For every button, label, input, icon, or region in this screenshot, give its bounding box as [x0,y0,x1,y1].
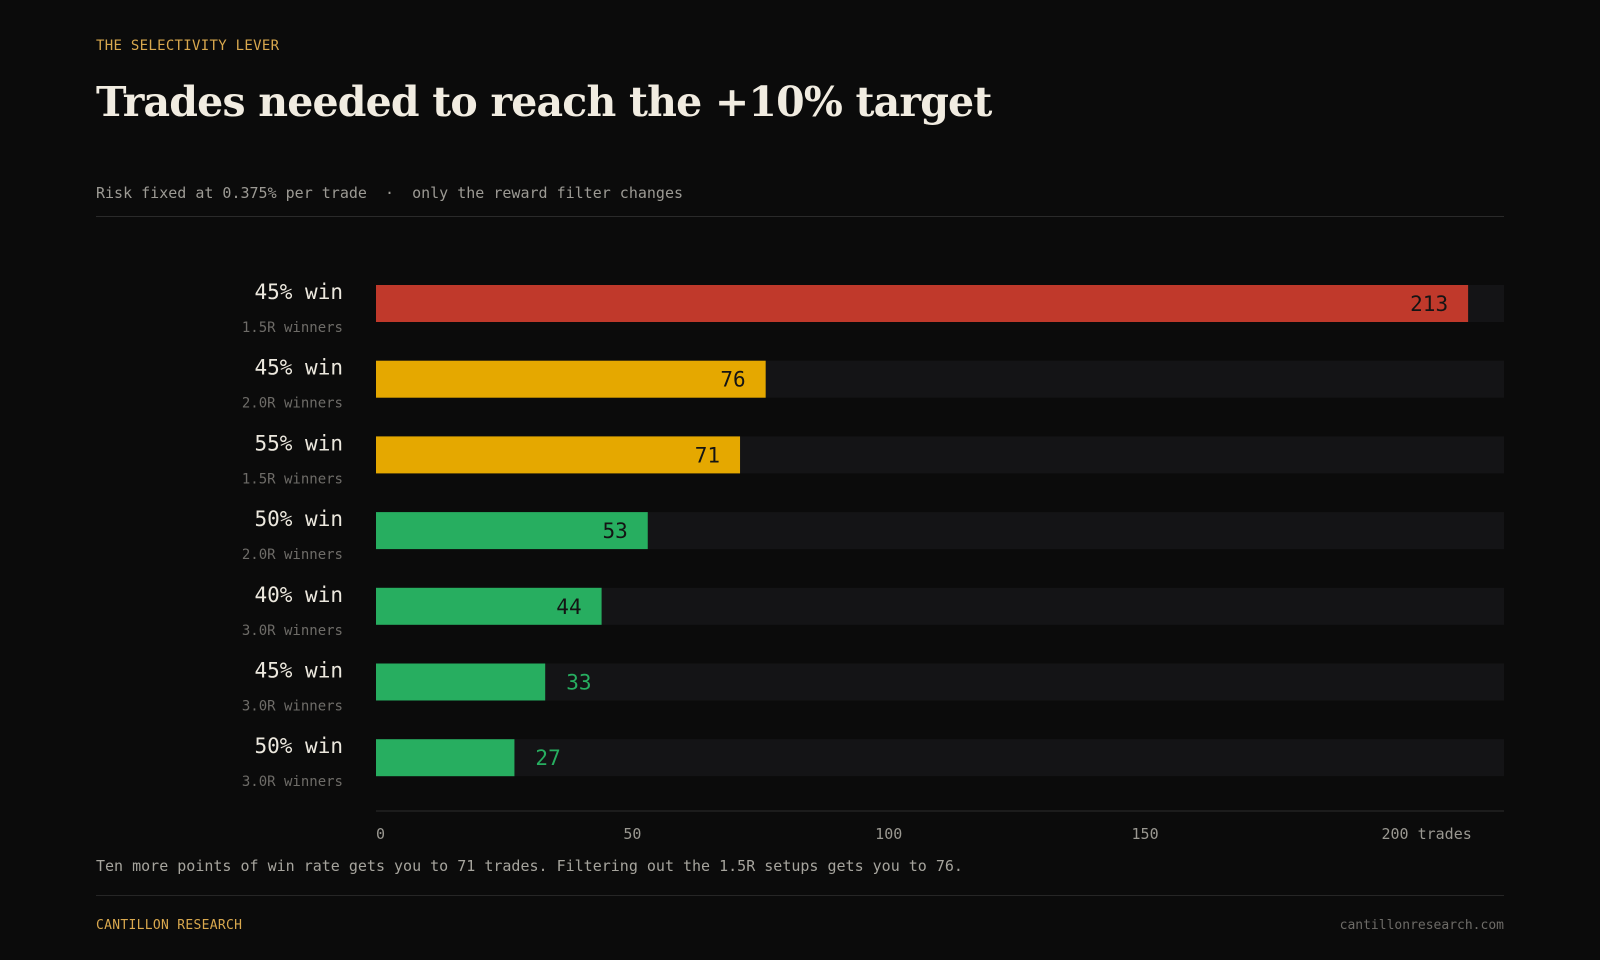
data-label: 71 [695,443,720,467]
bar [376,512,648,550]
row-label: 45% win [254,280,343,304]
data-label: 213 [1410,292,1448,316]
data-label: 53 [602,519,627,543]
row-label: 45% win [254,659,343,683]
data-label: 27 [535,746,560,770]
footer-divider [96,895,1504,896]
bar [376,285,1469,322]
row-sublabel: 1.5R winners [242,320,343,336]
row-sublabel: 2.0R winners [242,396,343,412]
footnote: Ten more points of win rate gets you to … [96,857,963,875]
row-sublabel: 3.0R winners [242,774,343,790]
header-divider [96,216,1504,217]
bar [376,663,546,701]
bar [376,739,515,777]
x-tick-label: 200 trades [1381,825,1471,843]
data-label: 44 [556,595,581,619]
row-label: 40% win [254,583,343,607]
row-sublabel: 3.0R winners [242,623,343,639]
data-label: 33 [566,671,591,695]
row-sublabel: 2.0R winners [242,547,343,563]
kicker: THE SELECTIVITY LEVER [96,38,280,54]
site-url: cantillonresearch.com [1339,918,1504,933]
bar-chart: 45% win 1.5R winners 213 45% win 2.0R winner… [242,280,1504,843]
row-sublabel: 1.5R winners [242,471,343,487]
row-label: 50% win [254,734,343,758]
bar [376,587,602,625]
x-tick-label: 150 [1132,825,1159,843]
bar [376,436,741,474]
chart-subtitle: Risk fixed at 0.375% per trade · only th… [96,184,683,202]
row-label: 50% win [254,507,343,531]
row-label: 55% win [254,431,343,455]
bar [376,360,766,398]
row-label: 45% win [254,356,343,380]
bar-track [376,663,1504,701]
brand-name: CANTILLON RESEARCH [96,918,243,933]
row-sublabel: 3.0R winners [242,699,343,715]
x-tick-label: 100 [875,825,902,843]
data-label: 76 [720,368,745,392]
x-tick-label: 0 [376,825,385,843]
bar-track [376,739,1504,777]
chart-title: Trades needed to reach the +10% target [96,78,992,126]
x-tick-label: 50 [623,825,641,843]
